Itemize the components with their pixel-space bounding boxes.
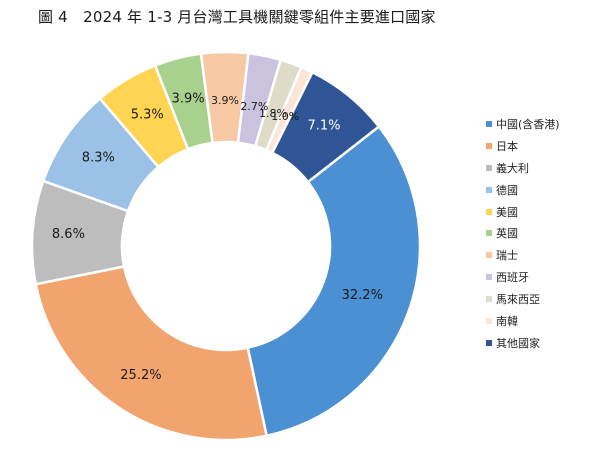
legend-item: 美國 — [486, 201, 598, 223]
legend-item: 瑞士 — [486, 244, 598, 266]
legend-swatch — [486, 208, 492, 215]
legend-label: 義大利 — [496, 161, 529, 175]
legend-item: 英國 — [486, 222, 598, 244]
slice-label-10: 7.1% — [307, 118, 340, 133]
legend-label: 中國(含香港) — [496, 117, 560, 131]
legend-item: 南韓 — [486, 310, 598, 332]
slice-label-3: 8.3% — [82, 151, 115, 166]
chart-title: 圖 4 2024 年 1-3 月台灣工具機關鍵零組件主要進口國家 — [38, 8, 436, 26]
legend-swatch — [486, 339, 492, 346]
slice-label-9: 1.0% — [271, 110, 299, 123]
slice-label-0: 32.2% — [342, 288, 383, 303]
legend-label: 日本 — [496, 139, 518, 153]
legend-label: 南韓 — [496, 314, 518, 328]
legend-item: 馬來西亞 — [486, 288, 598, 310]
legend-item: 西班牙 — [486, 266, 598, 288]
legend-swatch — [486, 296, 492, 303]
slice-0 — [246, 124, 422, 438]
legend-label: 瑞士 — [496, 249, 518, 263]
slice-1 — [34, 265, 269, 442]
legend-swatch — [486, 164, 492, 171]
legend-swatch — [486, 317, 492, 324]
slice-label-4: 5.3% — [131, 107, 164, 122]
chart-legend: 中國(含香港) 日本義大利德國美國英國瑞士西班牙馬來西亞南韓其他國家 — [486, 113, 598, 354]
legend-swatch — [486, 252, 492, 259]
legend-swatch — [486, 230, 492, 237]
slice-label-1: 25.2% — [120, 368, 161, 383]
legend-swatch — [486, 120, 492, 127]
legend-label: 其他國家 — [496, 336, 540, 350]
legend-label: 美國 — [496, 205, 518, 219]
slice-label-5: 3.9% — [172, 91, 205, 106]
legend-item: 德國 — [486, 179, 598, 201]
legend-label: 西班牙 — [496, 271, 529, 285]
slice-label-7: 2.7% — [240, 100, 268, 113]
legend-label: 英國 — [496, 227, 518, 241]
legend-label: 馬來西亞 — [496, 293, 540, 307]
slice-label-6: 3.9% — [211, 94, 239, 107]
legend-item: 中國(含香港) — [486, 113, 598, 135]
slice-label-8: 1.8% — [259, 107, 287, 120]
legend-swatch — [486, 186, 492, 193]
slice-label-2: 8.6% — [52, 227, 85, 242]
legend-label: 德國 — [496, 183, 518, 197]
legend-swatch — [486, 274, 492, 281]
legend-item: 日本 — [486, 135, 598, 157]
legend-swatch — [486, 142, 492, 149]
legend-item: 義大利 — [486, 157, 598, 179]
legend-item: 其他國家 — [486, 332, 598, 354]
slice-10 — [270, 70, 381, 184]
